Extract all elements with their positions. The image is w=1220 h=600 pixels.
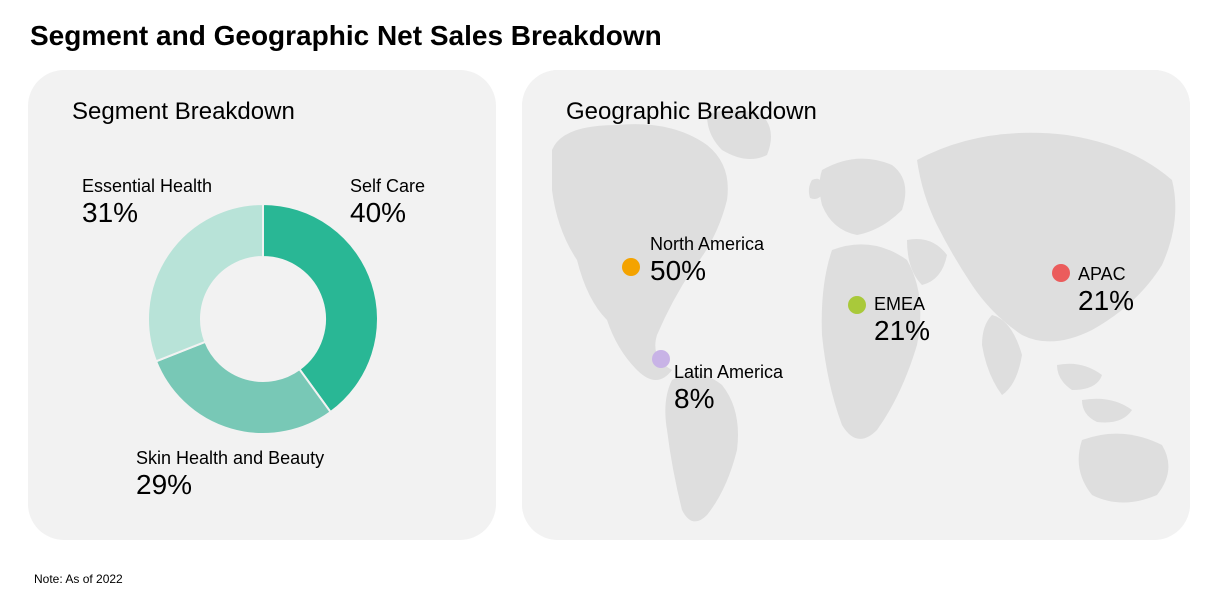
segment-panel: Segment Breakdown Self Care 40% Essentia… bbox=[28, 70, 496, 540]
segment-label-self-care: Self Care 40% bbox=[350, 176, 425, 229]
segment-label-name: Skin Health and Beauty bbox=[136, 448, 324, 469]
geo-label-north-america: North America 50% bbox=[650, 234, 764, 287]
geo-label-name: North America bbox=[650, 234, 764, 255]
segment-label-value: 31% bbox=[82, 197, 212, 229]
donut-segment-skin_beauty bbox=[156, 342, 331, 434]
page: Segment and Geographic Net Sales Breakdo… bbox=[0, 0, 1220, 600]
geo-point-north-america bbox=[622, 258, 640, 276]
geo-label-name: Latin America bbox=[674, 362, 783, 383]
geo-label-name: EMEA bbox=[874, 294, 930, 315]
segment-label-value: 29% bbox=[136, 469, 324, 501]
geo-label-apac: APAC 21% bbox=[1078, 264, 1134, 317]
geo-panel: Geographic Breakdown North America 50% L… bbox=[522, 70, 1190, 540]
segment-donut-chart bbox=[148, 204, 378, 434]
geo-panel-title: Geographic Breakdown bbox=[566, 98, 817, 126]
geo-label-value: 50% bbox=[650, 255, 764, 287]
page-title: Segment and Geographic Net Sales Breakdo… bbox=[30, 20, 1192, 52]
geo-label-value: 21% bbox=[874, 315, 930, 347]
panels-row: Segment Breakdown Self Care 40% Essentia… bbox=[28, 70, 1192, 540]
geo-point-apac bbox=[1052, 264, 1070, 282]
footnote: Note: As of 2022 bbox=[34, 572, 123, 586]
segment-label-name: Essential Health bbox=[82, 176, 212, 197]
geo-label-value: 8% bbox=[674, 383, 783, 415]
segment-label-value: 40% bbox=[350, 197, 425, 229]
geo-label-emea: EMEA 21% bbox=[874, 294, 930, 347]
segment-label-skin-health-beauty: Skin Health and Beauty 29% bbox=[136, 448, 324, 501]
geo-label-value: 21% bbox=[1078, 285, 1134, 317]
geo-label-name: APAC bbox=[1078, 264, 1134, 285]
geo-point-latin-america bbox=[652, 350, 670, 368]
geo-point-emea bbox=[848, 296, 866, 314]
segment-panel-title: Segment Breakdown bbox=[72, 98, 295, 126]
segment-label-essential-health: Essential Health 31% bbox=[82, 176, 212, 229]
geo-label-latin-america: Latin America 8% bbox=[674, 362, 783, 415]
segment-label-name: Self Care bbox=[350, 176, 425, 197]
